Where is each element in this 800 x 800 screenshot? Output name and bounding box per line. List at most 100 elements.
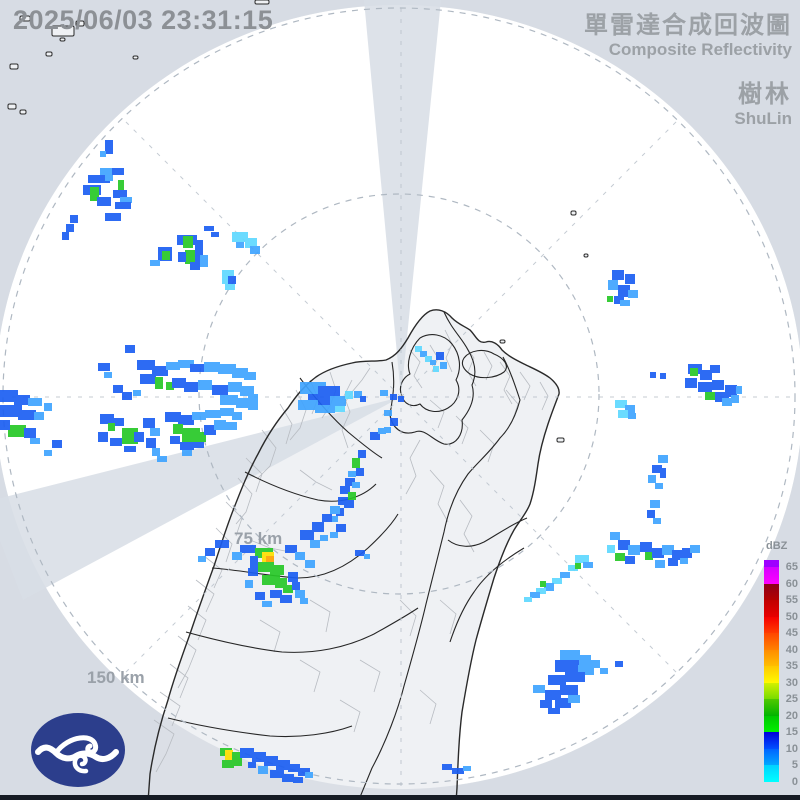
- reflectivity-echo: [352, 458, 360, 468]
- range-ring-label-75km: 75 km: [234, 529, 283, 548]
- reflectivity-echo: [628, 413, 636, 419]
- reflectivity-echo: [288, 572, 298, 582]
- range-ring-label-150km: 150 km: [87, 668, 145, 687]
- reflectivity-echo: [212, 385, 228, 395]
- small-island: [45, 51, 53, 57]
- small-island: [7, 103, 17, 110]
- echo-layer: [0, 140, 742, 783]
- reflectivity-echo: [125, 345, 135, 353]
- reflectivity-echo: [14, 395, 30, 405]
- reflectivity-echo: [725, 385, 737, 397]
- reflectivity-echo: [330, 532, 338, 538]
- reflectivity-echo: [340, 486, 350, 494]
- township-boundary: [444, 329, 453, 373]
- reflectivity-echo: [722, 398, 732, 406]
- reflectivity-echo: [378, 428, 386, 434]
- colorbar-tick-65: 65: [785, 561, 798, 573]
- reflectivity-echo: [225, 284, 235, 290]
- colorbar-tick-45: 45: [785, 627, 798, 639]
- reflectivity-echo: [345, 391, 353, 399]
- reflectivity-echo: [685, 378, 697, 388]
- reflectivity-echo: [275, 578, 287, 588]
- small-island: [499, 339, 506, 344]
- reflectivity-echo: [195, 240, 203, 266]
- reflectivity-echo: [625, 556, 635, 564]
- reflectivity-echo: [150, 428, 160, 436]
- reflectivity-echo: [178, 252, 186, 262]
- reflectivity-echo: [615, 661, 623, 667]
- reflectivity-echo: [398, 396, 404, 402]
- reflectivity-echo: [330, 516, 338, 522]
- reflectivity-echo: [618, 285, 630, 297]
- reflectivity-echo: [305, 772, 313, 778]
- township-boundary: [279, 403, 293, 445]
- small-island: [132, 55, 139, 60]
- reflectivity-echo: [200, 255, 208, 267]
- reflectivity-echo: [245, 238, 257, 248]
- colorbar-segment-35-40: [764, 649, 779, 666]
- township-boundary: [459, 499, 475, 553]
- reflectivity-echo: [628, 545, 640, 555]
- reflectivity-echo: [211, 232, 219, 237]
- reflectivity-echo: [105, 175, 113, 181]
- reflectivity-echo: [34, 412, 44, 420]
- reflectivity-echo: [205, 548, 215, 556]
- county-boundary: [244, 471, 377, 502]
- reflectivity-echo: [618, 540, 630, 550]
- reflectivity-echo: [700, 370, 712, 380]
- township-boundary: [203, 555, 223, 589]
- reflectivity-echo: [442, 764, 452, 770]
- reflectivity-echo: [100, 151, 106, 157]
- reflectivity-echo: [358, 450, 366, 458]
- reflectivity-echo: [682, 548, 692, 558]
- colorbar-tick-50: 50: [785, 610, 798, 623]
- reflectivity-echo: [648, 475, 656, 483]
- reflectivity-echo: [112, 418, 124, 426]
- reflectivity-echo: [292, 582, 300, 590]
- reflectivity-echo: [283, 585, 293, 593]
- reflectivity-echo: [360, 396, 366, 402]
- colorbar-tick-15: 15: [785, 726, 798, 738]
- reflectivity-echo: [194, 442, 204, 448]
- township-boundary: [455, 415, 469, 445]
- azimuth-line-315: [120, 116, 402, 398]
- township-boundary: [429, 469, 449, 523]
- reflectivity-echo: [220, 408, 234, 416]
- title-chinese: 單雷達合成回波圖: [584, 12, 792, 39]
- reflectivity-echo: [320, 535, 328, 541]
- reflectivity-echo: [578, 665, 594, 675]
- reflectivity-echo: [255, 592, 265, 600]
- township-boundary: [187, 605, 207, 641]
- station-name-english: ShuLin: [734, 109, 792, 128]
- reflectivity-echo: [530, 592, 540, 598]
- reflectivity-echo: [62, 232, 69, 240]
- reflectivity-echo: [345, 478, 355, 486]
- reflectivity-echo: [575, 655, 591, 665]
- reflectivity-echo: [190, 364, 204, 372]
- reflectivity-echo: [555, 660, 579, 672]
- reflectivity-echo: [248, 394, 258, 410]
- township-boundary: [399, 599, 417, 637]
- township-boundary: [339, 699, 361, 733]
- colorbar-segment-50-55: [764, 600, 779, 617]
- reflectivity-echo: [98, 363, 110, 371]
- reflectivity-echo: [660, 373, 666, 379]
- reflectivity-echo: [118, 180, 124, 190]
- reflectivity-echo: [236, 398, 252, 408]
- reflectivity-echo: [173, 424, 183, 434]
- reflectivity-echo: [104, 372, 112, 378]
- reflectivity-echo: [338, 497, 348, 505]
- reflectivity-echo: [615, 400, 627, 408]
- reflectivity-echo: [348, 492, 356, 500]
- reflectivity-echo: [652, 548, 664, 558]
- small-island: [556, 437, 565, 443]
- reflectivity-echo: [264, 756, 278, 766]
- county-boundary: [447, 517, 528, 547]
- reflectivity-echo: [113, 385, 123, 393]
- reflectivity-echo: [705, 392, 715, 400]
- reflectivity-echo: [0, 390, 18, 402]
- colorbar-segment-45-50: [764, 616, 779, 633]
- reflectivity-echo: [228, 382, 242, 392]
- reflectivity-echo: [228, 276, 236, 284]
- reflectivity-echo: [652, 465, 662, 473]
